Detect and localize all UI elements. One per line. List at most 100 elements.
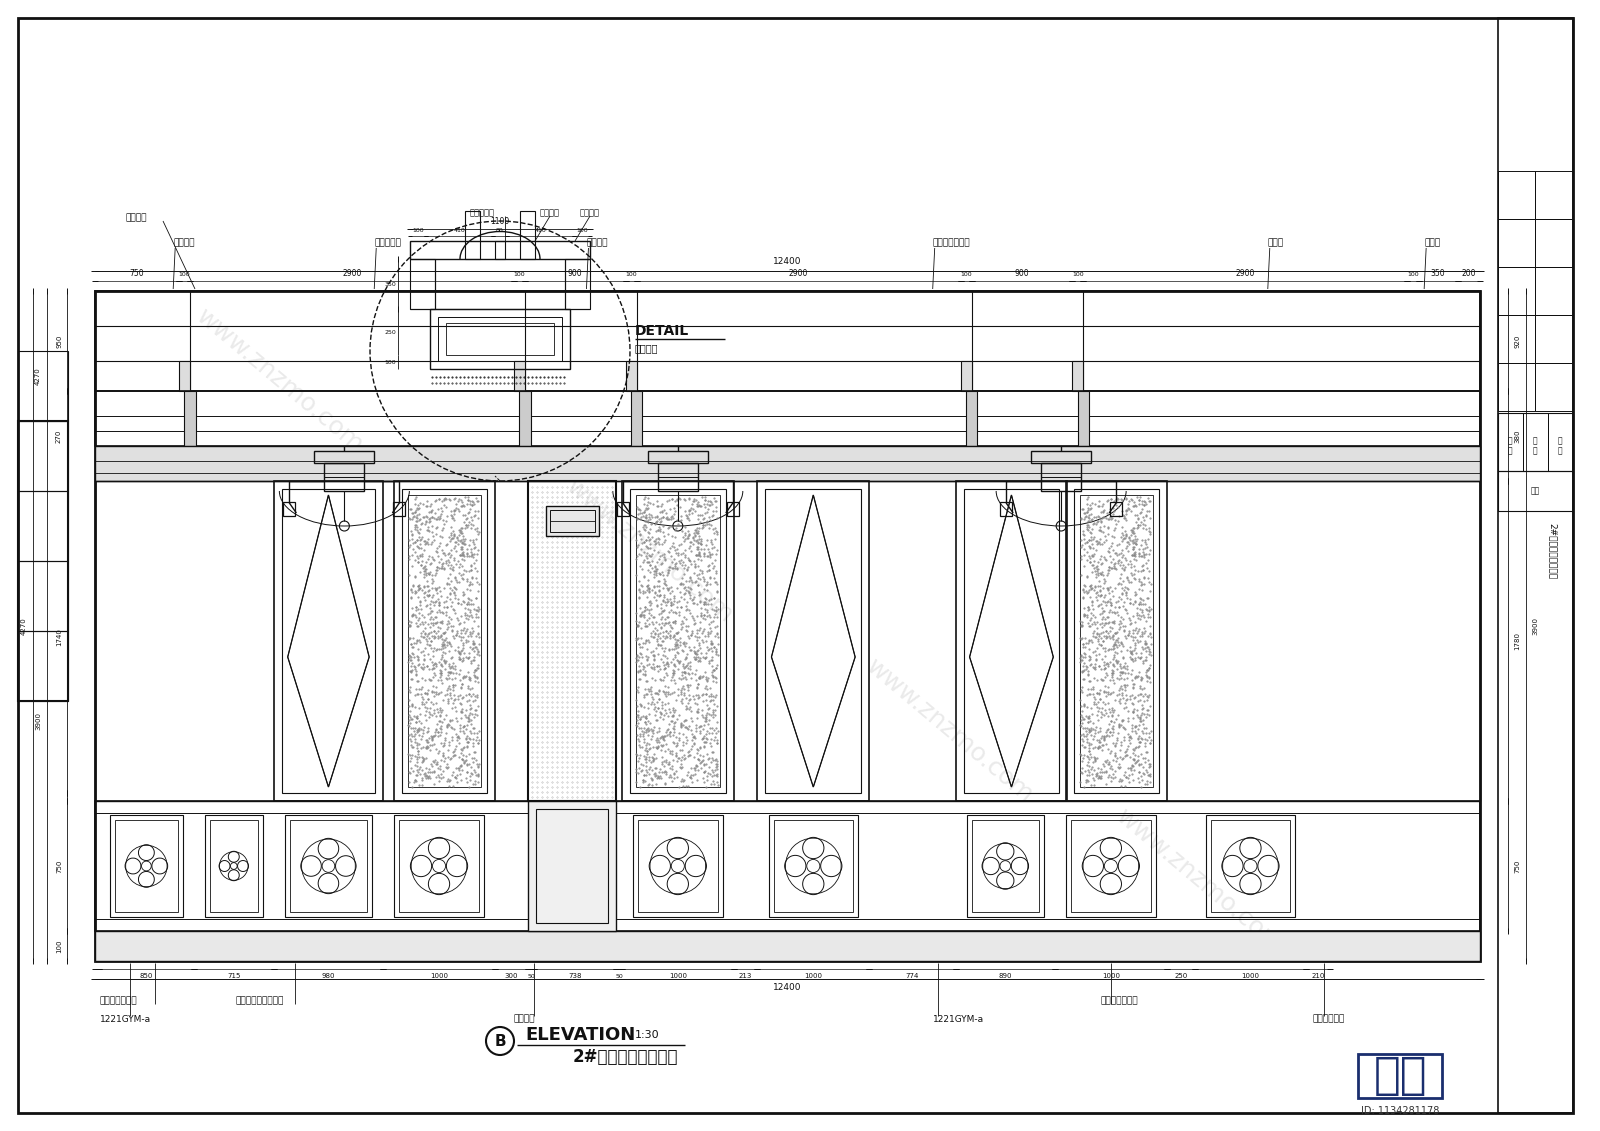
Text: DETAIL: DETAIL — [635, 323, 690, 338]
Bar — [622, 481, 734, 801]
Bar — [960, 361, 971, 391]
Bar — [1066, 481, 1166, 801]
Text: 知末: 知末 — [1373, 1054, 1427, 1097]
Bar — [1498, 18, 1573, 1113]
Text: 3900: 3900 — [35, 713, 42, 729]
Bar — [1000, 502, 1013, 516]
Text: 1780: 1780 — [1514, 632, 1520, 650]
Text: 100: 100 — [626, 271, 637, 276]
Bar — [394, 481, 494, 801]
Bar — [494, 241, 506, 259]
Bar — [1534, 267, 1573, 316]
Text: 樱桃木实木线条: 樱桃木实木线条 — [933, 239, 970, 248]
Bar — [410, 259, 435, 309]
Text: 410: 410 — [454, 228, 466, 233]
Bar — [18, 421, 67, 701]
Text: 950: 950 — [56, 335, 62, 347]
Text: 设
计: 设 计 — [1507, 437, 1512, 456]
Text: 2#餐厅雅间东立面图: 2#餐厅雅间东立面图 — [1549, 523, 1557, 579]
Bar — [1211, 820, 1290, 912]
Text: 暗藏灯管: 暗藏灯管 — [173, 239, 195, 248]
Text: 1:30: 1:30 — [635, 1030, 659, 1041]
Bar — [18, 421, 67, 491]
Text: 2900: 2900 — [1235, 269, 1254, 278]
Text: 图号: 图号 — [1530, 486, 1539, 495]
Bar — [963, 489, 1059, 793]
Bar — [282, 489, 374, 793]
Text: 100: 100 — [1406, 271, 1419, 276]
Bar — [446, 323, 554, 355]
Text: 1100: 1100 — [490, 216, 510, 225]
Bar — [210, 820, 258, 912]
Text: 300: 300 — [506, 973, 518, 979]
Bar — [1206, 815, 1294, 917]
Bar — [765, 489, 861, 793]
Bar — [1072, 361, 1083, 391]
Bar — [773, 820, 853, 912]
Text: 1000: 1000 — [1242, 973, 1259, 979]
Bar — [274, 481, 382, 801]
Bar — [618, 502, 629, 516]
Text: 活动隔断: 活动隔断 — [514, 1015, 536, 1024]
Bar — [18, 491, 67, 561]
Text: 12400: 12400 — [773, 258, 802, 267]
Bar — [1534, 219, 1573, 267]
Bar — [1042, 463, 1082, 491]
Text: 350: 350 — [384, 282, 395, 286]
Bar — [430, 309, 570, 369]
Bar — [285, 815, 373, 917]
Bar — [630, 391, 642, 446]
Text: 审
核: 审 核 — [1533, 437, 1538, 456]
Bar — [768, 815, 858, 917]
Text: 100: 100 — [384, 360, 395, 364]
Bar — [520, 211, 534, 259]
Text: www.znzmo.com: www.znzmo.com — [862, 654, 1038, 808]
Text: 380: 380 — [1514, 430, 1520, 442]
Text: 100: 100 — [960, 271, 973, 276]
Text: B: B — [494, 1034, 506, 1048]
Bar — [18, 561, 67, 631]
Text: 2900: 2900 — [342, 269, 362, 278]
Text: 100: 100 — [1072, 271, 1083, 276]
Text: 100: 100 — [413, 228, 424, 233]
Bar — [94, 446, 1480, 481]
Text: 210: 210 — [1312, 973, 1325, 979]
Bar — [1549, 413, 1573, 470]
Text: 4270: 4270 — [35, 368, 42, 385]
Bar — [1030, 451, 1091, 463]
Text: ELEVATION: ELEVATION — [525, 1026, 635, 1044]
Text: 3900: 3900 — [1533, 618, 1538, 634]
Bar — [971, 820, 1038, 912]
Bar — [638, 820, 717, 912]
Text: 制
图: 制 图 — [1558, 437, 1562, 456]
Bar — [1080, 495, 1152, 787]
Text: 2900: 2900 — [789, 269, 808, 278]
Text: 1740: 1740 — [56, 628, 62, 646]
Bar — [94, 931, 1480, 961]
Text: 350: 350 — [1430, 269, 1445, 278]
Bar — [630, 489, 726, 793]
Text: 2#餐厅雅间东立面图: 2#餐厅雅间东立面图 — [573, 1048, 678, 1067]
Bar — [635, 495, 720, 787]
Bar — [115, 820, 178, 912]
Bar — [634, 815, 723, 917]
Text: ID: 1134281178: ID: 1134281178 — [1362, 1106, 1438, 1116]
Bar — [438, 317, 562, 361]
Bar — [1534, 171, 1573, 219]
Text: 250: 250 — [384, 329, 395, 335]
Bar — [410, 241, 590, 259]
Bar — [94, 481, 1480, 801]
Text: 900: 900 — [568, 269, 582, 278]
Bar — [1498, 413, 1573, 470]
Bar — [546, 506, 598, 536]
Text: 窗帘轨: 窗帘轨 — [1424, 239, 1440, 248]
Bar — [110, 815, 182, 917]
Text: 1000: 1000 — [669, 973, 686, 979]
Bar — [1498, 316, 1534, 363]
Text: 石膏板吊顶: 石膏板吊顶 — [470, 208, 494, 217]
Bar — [658, 463, 698, 491]
Bar — [1498, 413, 1523, 470]
Bar — [528, 481, 616, 801]
Text: 4270: 4270 — [21, 618, 27, 634]
Bar — [94, 801, 1480, 931]
